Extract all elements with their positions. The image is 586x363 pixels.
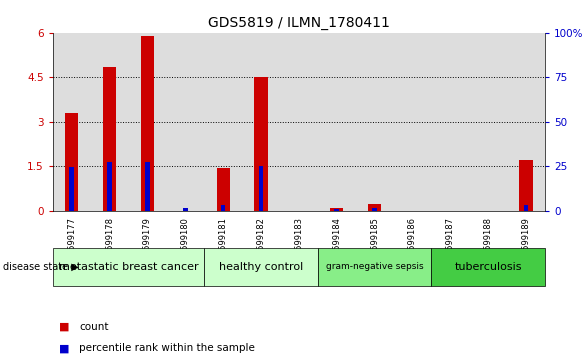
Bar [69, 167, 74, 211]
Bar [107, 162, 112, 211]
Bar [145, 162, 149, 211]
Text: disease state ▶: disease state ▶ [3, 262, 79, 272]
Bar [91, 33, 128, 211]
Bar [254, 77, 268, 211]
Bar [221, 205, 226, 211]
Bar [103, 67, 116, 211]
FancyBboxPatch shape [204, 248, 318, 286]
Bar [242, 33, 280, 211]
Bar [372, 208, 377, 211]
Bar [431, 33, 469, 211]
Bar [65, 113, 79, 211]
Bar [335, 209, 339, 211]
Text: percentile rank within the sample: percentile rank within the sample [79, 343, 255, 354]
Text: tuberculosis: tuberculosis [454, 262, 522, 272]
Bar [183, 208, 188, 211]
Bar [128, 33, 166, 211]
Bar [141, 36, 154, 211]
FancyBboxPatch shape [318, 248, 431, 286]
Bar [519, 160, 533, 211]
Text: metastatic breast cancer: metastatic breast cancer [59, 262, 198, 272]
Text: ■: ■ [59, 322, 69, 332]
Bar [53, 33, 91, 211]
Bar [394, 33, 431, 211]
Text: healthy control: healthy control [219, 262, 303, 272]
Bar [507, 33, 545, 211]
Text: ■: ■ [59, 343, 69, 354]
Bar [280, 33, 318, 211]
Bar [166, 33, 204, 211]
Bar [368, 204, 381, 211]
Bar [330, 208, 343, 211]
Text: count: count [79, 322, 108, 332]
Title: GDS5819 / ILMN_1780411: GDS5819 / ILMN_1780411 [208, 16, 390, 30]
Bar [259, 166, 263, 211]
FancyBboxPatch shape [53, 248, 204, 286]
Bar [204, 33, 242, 211]
Bar [318, 33, 356, 211]
Bar [524, 205, 529, 211]
Bar [356, 33, 394, 211]
Text: gram-negative sepsis: gram-negative sepsis [326, 262, 424, 271]
Bar [469, 33, 507, 211]
FancyBboxPatch shape [431, 248, 545, 286]
Bar [216, 168, 230, 211]
